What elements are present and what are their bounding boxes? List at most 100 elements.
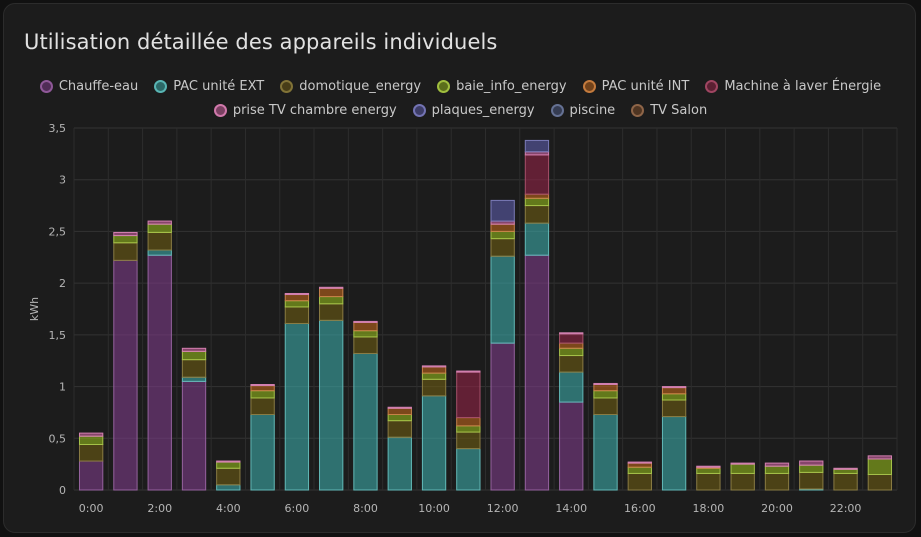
bar-segment <box>319 319 344 491</box>
bar-segment <box>524 197 550 207</box>
bar-segment <box>490 223 515 232</box>
bar-segment <box>387 413 412 422</box>
card-title: Utilisation détaillée des appareils indi… <box>24 30 498 54</box>
bar-segment <box>181 359 207 378</box>
legend-swatch <box>631 103 645 117</box>
bar-segment <box>524 222 550 256</box>
legend-item[interactable]: plaques_energy <box>412 103 535 118</box>
bar-segment <box>661 393 687 401</box>
bar-segment <box>353 352 378 491</box>
bar-segment <box>216 467 241 486</box>
legend-row: Chauffe-eau PAC unité EXT domotique_energy… <box>4 74 917 98</box>
bar-segment <box>387 420 412 438</box>
bar-segment <box>764 465 790 474</box>
legend-item[interactable]: domotique_energy <box>280 79 421 94</box>
bar-segment <box>181 376 207 382</box>
legend-swatch <box>412 103 426 117</box>
bar-segment <box>627 461 652 464</box>
bar-segment <box>764 472 790 491</box>
bar-segment <box>867 455 893 460</box>
y-tick-label: 2 <box>59 277 66 290</box>
x-tick-label: 8:00 <box>353 502 378 515</box>
legend-swatch <box>154 79 168 93</box>
x-tick-label: 22:00 <box>830 502 862 515</box>
stacked-bar-chart: 0 0,5 1 1,5 2 2,5 3 3,5 0:00 2:00 4:00 6:00 8:00 10:0… <box>28 122 898 515</box>
legend-item[interactable]: Machine à laver Énergie <box>705 79 881 94</box>
y-tick-label: 0 <box>59 484 66 497</box>
x-tick-label: 14:00 <box>555 502 587 515</box>
bar-segment <box>730 462 755 465</box>
bar-segment <box>799 464 824 473</box>
legend-label: baie_info_energy <box>456 78 567 94</box>
x-tick-label: 12:00 <box>487 502 519 515</box>
bar-segment <box>593 390 618 399</box>
bar-segment <box>250 390 275 399</box>
x-tick-label: 18:00 <box>693 502 725 515</box>
bar-segment <box>696 467 721 474</box>
bar-segment <box>833 467 858 470</box>
bar-segment <box>661 416 687 491</box>
bar-segment <box>764 462 790 467</box>
bar-segment <box>421 365 447 368</box>
bar-segment <box>490 199 515 222</box>
bar-segment <box>181 347 207 352</box>
bar-segment <box>696 465 721 468</box>
bar-segment <box>113 259 138 491</box>
legend-item[interactable]: piscine <box>550 102 616 118</box>
bar-segment <box>387 436 412 491</box>
bar-segment <box>696 472 721 491</box>
legend-label: Chauffe-eau <box>58 78 139 94</box>
bar-segment <box>593 413 618 491</box>
legend-item[interactable]: PAC unité EXT <box>154 79 264 94</box>
legend-label: domotique_energy <box>299 78 422 94</box>
bar-segment <box>833 468 858 474</box>
bar-segment <box>627 462 652 468</box>
bar-segment <box>284 322 310 491</box>
bar-segment <box>456 370 481 373</box>
bar-segment <box>250 384 275 387</box>
legend-swatch <box>280 79 294 93</box>
legend-label: PAC unité INT <box>601 78 690 94</box>
legend-item[interactable]: PAC unité INT <box>582 78 690 94</box>
bar-segment <box>181 350 207 361</box>
bar-segment <box>147 231 172 251</box>
bar-segment <box>319 286 344 289</box>
legend-item[interactable]: prise TV chambre energy <box>213 102 397 118</box>
y-tick-label: 2,5 <box>49 225 67 238</box>
bar-segment <box>319 296 344 305</box>
bar-segment <box>216 460 241 463</box>
legend-label: prise TV chambre energy <box>232 102 397 118</box>
bar-segment <box>147 254 172 491</box>
bar-segment <box>456 417 481 427</box>
bar-segment <box>490 230 515 240</box>
bar-segment <box>421 378 447 397</box>
bar-segment <box>456 371 481 419</box>
bar-segment <box>661 386 687 389</box>
legend-swatch <box>705 79 719 93</box>
legend-swatch <box>213 103 227 117</box>
bar-segment <box>524 205 550 224</box>
bar-segment <box>113 231 138 237</box>
x-tick-label: 20:00 <box>761 502 793 515</box>
bar-segment <box>524 254 550 491</box>
bar-segment <box>250 397 275 415</box>
bar-segment <box>559 401 584 491</box>
y-axis-title: kWh <box>28 297 41 321</box>
legend-swatch <box>39 79 53 93</box>
legend-item[interactable]: Chauffe-eau <box>39 78 139 94</box>
x-tick-label: 10:00 <box>418 502 450 515</box>
y-tick-label: 0,5 <box>49 432 67 445</box>
bar-segment <box>456 425 481 433</box>
bar-segment <box>421 366 447 374</box>
bar-segment <box>524 193 550 199</box>
x-tick-label: 2:00 <box>147 502 172 515</box>
legend-item[interactable]: TV Salon <box>631 103 707 118</box>
legend: Chauffe-eau PAC unité EXT domotique_energy… <box>4 74 917 122</box>
bar-segment <box>661 399 687 418</box>
bar-segment <box>216 461 241 469</box>
bar-segment <box>867 473 893 491</box>
bar-segment <box>421 372 447 380</box>
bar-segment <box>730 463 755 474</box>
legend-label: piscine <box>569 102 616 118</box>
legend-item[interactable]: baie_info_energy <box>437 79 567 94</box>
